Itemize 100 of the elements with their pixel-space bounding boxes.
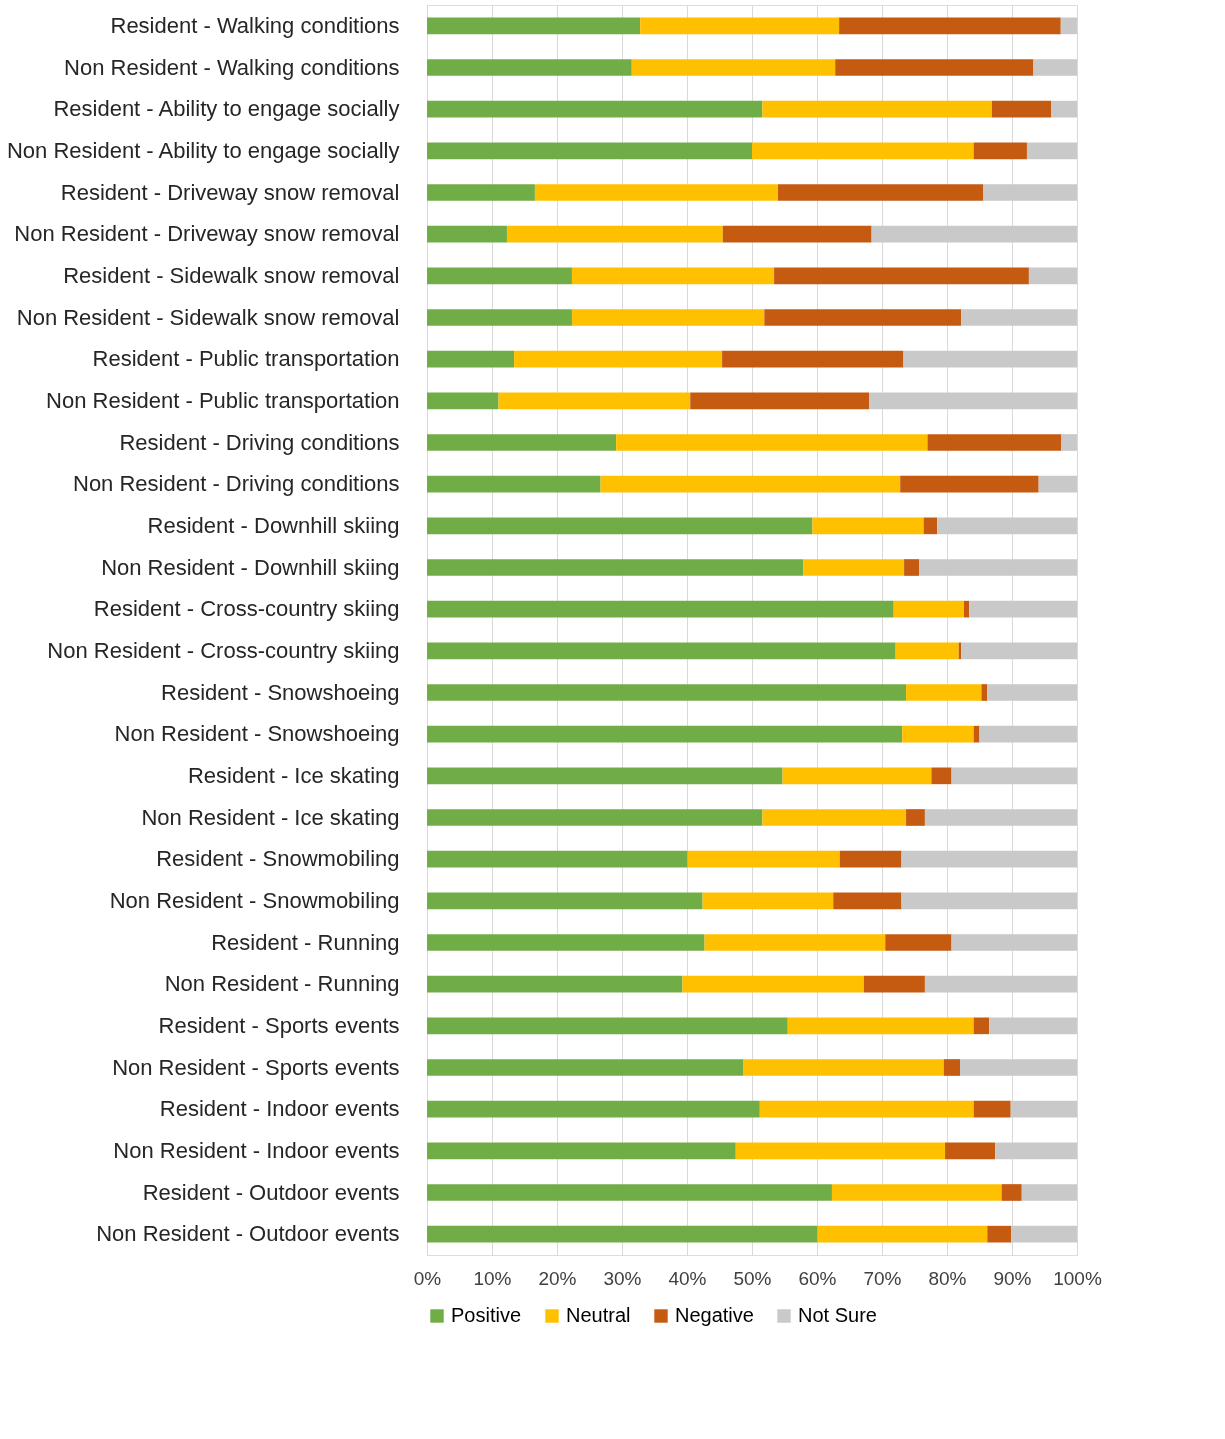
bar <box>983 184 1077 201</box>
bar <box>506 225 723 243</box>
bar <box>427 517 813 535</box>
y-tick-label: Resident - Sidewalk snow removal <box>63 262 400 288</box>
x-tick-label: 80% <box>928 1267 967 1289</box>
bar <box>514 350 723 368</box>
y-tick-label: Resident - Snowmobiling <box>156 846 400 872</box>
bar <box>893 600 964 618</box>
y-tick-label: Non Resident - Sports events <box>112 1054 400 1080</box>
y-tick-label: Non Resident - Public transportation <box>46 387 400 413</box>
bar <box>927 434 1062 451</box>
bar <box>906 684 982 701</box>
bar <box>427 225 507 243</box>
bar <box>427 767 783 785</box>
bar <box>427 267 572 285</box>
bar <box>1060 17 1077 35</box>
y-tick-label: Non Resident - Sidewalk snow removal <box>16 304 400 330</box>
x-tick-label: 50% <box>733 1267 772 1289</box>
legend-label: Positive <box>451 1304 522 1326</box>
bar <box>427 725 903 743</box>
bar <box>427 1059 744 1076</box>
bar <box>427 1184 832 1201</box>
bar <box>991 100 1051 118</box>
y-tick-label: Resident - Cross-country skiing <box>93 596 400 622</box>
y-tick-label: Non Resident - Ice skating <box>141 804 400 830</box>
bar <box>764 309 962 326</box>
y-tick-label: Resident - Driving conditions <box>119 429 400 455</box>
y-tick-label: Non Resident - Ability to engage socially <box>6 137 400 163</box>
bar <box>902 725 974 743</box>
bar <box>871 225 1077 243</box>
legend-label: Negative <box>675 1304 754 1326</box>
bar <box>427 850 688 868</box>
bar <box>571 309 765 326</box>
bar <box>743 1059 944 1076</box>
bar <box>937 517 1077 535</box>
bar <box>963 600 970 618</box>
bar <box>961 309 1077 326</box>
bar <box>919 559 1077 576</box>
bar <box>973 1100 1011 1118</box>
y-tick-label: Resident - Outdoor events <box>142 1179 400 1205</box>
bar <box>987 1225 1012 1243</box>
bar <box>690 392 869 410</box>
y-tick-label: Non Resident - Walking conditions <box>64 54 400 80</box>
y-tick-label: Resident - Sports events <box>158 1012 400 1038</box>
y-tick-label: Resident - Driveway snow removal <box>60 179 400 205</box>
bar <box>833 892 902 910</box>
bar <box>427 142 752 160</box>
x-tick-label: 70% <box>863 1267 902 1289</box>
bar <box>427 17 641 35</box>
bar <box>812 517 924 535</box>
bar <box>782 767 932 785</box>
bar <box>923 517 938 535</box>
bar <box>427 1100 760 1118</box>
x-tick-label: 10% <box>473 1267 512 1289</box>
y-tick-label: Non Resident - Indoor events <box>113 1137 400 1163</box>
bar <box>903 350 1077 368</box>
x-tick-label: 100% <box>1053 1267 1102 1289</box>
bar <box>906 809 925 826</box>
bar <box>774 267 1029 285</box>
y-tick-label: Resident - Downhill skiing <box>147 512 400 538</box>
bar <box>722 350 904 368</box>
x-tick-label: 60% <box>798 1267 837 1289</box>
y-tick-label: Non Resident - Outdoor events <box>96 1221 400 1247</box>
y-tick-label: Non Resident - Downhill skiing <box>101 554 400 580</box>
bar <box>427 934 705 951</box>
y-tick-label: Resident - Ability to engage socially <box>53 96 400 122</box>
bar <box>1001 1184 1022 1201</box>
bar <box>961 642 1077 660</box>
bar <box>945 1142 996 1160</box>
bar <box>631 59 836 76</box>
bar <box>817 1225 988 1243</box>
bar <box>995 1142 1077 1160</box>
bar <box>427 809 763 826</box>
bar <box>427 600 894 618</box>
bar <box>904 559 920 576</box>
bar <box>427 892 703 910</box>
bar <box>895 642 959 660</box>
bar <box>427 184 535 201</box>
bar <box>943 1059 960 1076</box>
bar <box>900 475 1039 493</box>
bar <box>901 850 1077 868</box>
x-tick-label: 0% <box>413 1267 442 1289</box>
bar <box>1021 1184 1077 1201</box>
bar <box>722 225 872 243</box>
bar <box>427 59 632 76</box>
bar <box>989 1017 1077 1035</box>
legend-label: Not Sure <box>798 1304 877 1326</box>
bar <box>1011 1225 1077 1243</box>
bar <box>839 850 902 868</box>
bar <box>803 559 905 576</box>
bar <box>427 559 804 576</box>
bar <box>427 434 617 451</box>
y-tick-label: Non Resident - Snowmobiling <box>109 887 400 913</box>
bar <box>762 809 907 826</box>
bar <box>1026 142 1077 160</box>
bar <box>778 184 984 201</box>
bar <box>1010 1100 1077 1118</box>
bar <box>427 1142 736 1160</box>
bar <box>534 184 778 201</box>
bar <box>427 1017 788 1035</box>
